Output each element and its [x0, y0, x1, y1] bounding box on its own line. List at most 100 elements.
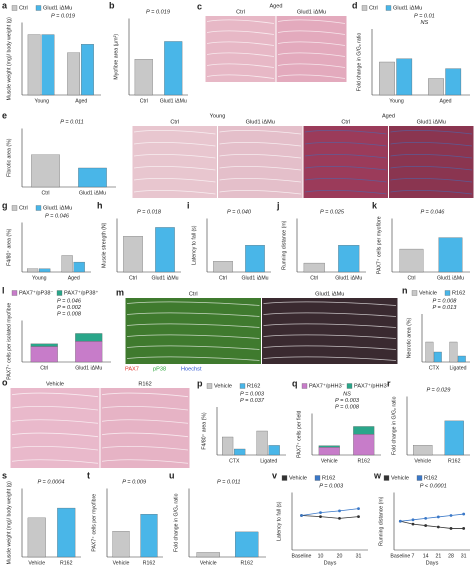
micrograph: [276, 16, 347, 82]
legend-swatch: [361, 5, 368, 11]
bar: [245, 245, 265, 273]
annotation: P < 0.0001: [420, 483, 447, 489]
legend-swatch: [301, 383, 308, 389]
tissue-texture: [133, 166, 216, 171]
bar: [303, 262, 325, 273]
x-tick-label: R162: [358, 458, 371, 464]
tissue-texture: [206, 74, 275, 79]
annotation: P = 0.0004: [37, 479, 64, 485]
tissue-texture: [304, 166, 387, 171]
y-axis-label: Running distance (m): [378, 496, 384, 546]
legend-label: Vehicle: [214, 383, 232, 389]
image-label: R162: [138, 381, 151, 387]
panel-letter: p: [197, 378, 203, 388]
tissue-texture: [101, 459, 189, 464]
bar: [164, 41, 183, 96]
micrograph: [100, 388, 190, 468]
bar: [67, 52, 81, 96]
tissue-texture: [126, 356, 260, 361]
legend-label: PAX7⁺/pHH3⁻: [309, 382, 345, 389]
tissue-texture: [219, 130, 302, 135]
legend-label: Vehicle: [419, 290, 437, 296]
bar: [428, 78, 444, 96]
y-axis-label: Muscle weight (mg)/ body weight (g): [6, 17, 12, 101]
point: [319, 511, 322, 515]
x-tick-label: Vehicle: [321, 458, 338, 464]
tissue-texture: [390, 190, 473, 195]
micrograph: [218, 126, 303, 198]
panel-letter: u: [169, 470, 175, 480]
tissue-texture: [304, 130, 387, 135]
annotation: P = 0.037: [240, 398, 265, 404]
legend-swatch: [206, 383, 213, 389]
bar: [73, 261, 85, 273]
y-axis-label: PAX7⁺ cells per isolated myofibre: [6, 303, 12, 380]
bar: [235, 531, 259, 558]
legend-swatch: [11, 5, 18, 11]
panel-letter: i: [187, 200, 190, 210]
x-tick-label: Aged: [75, 98, 87, 104]
legend-swatch: [314, 475, 321, 481]
line: [301, 515, 359, 519]
bar: [449, 341, 458, 363]
bar-segment: [353, 434, 375, 456]
x-tick-label: 31: [356, 553, 362, 559]
tissue-texture: [263, 323, 397, 328]
panel-letter: e: [2, 110, 7, 120]
bar: [78, 167, 107, 188]
bar: [457, 355, 466, 363]
bar: [39, 268, 51, 273]
bar: [27, 268, 39, 273]
tissue-texture: [277, 30, 346, 35]
tissue-texture: [206, 30, 275, 35]
x-tick-label: Ctrl: [40, 365, 48, 371]
image-label: Glud1 iΔMu: [246, 119, 275, 125]
y-axis-label: PAX7⁺ cells per field: [296, 410, 302, 457]
y-axis-label: Fold change in G/Gₒ ratio: [391, 396, 397, 455]
tissue-texture: [133, 142, 216, 147]
y-axis-label: Myofibre area (µm²): [113, 34, 119, 80]
bar: [399, 248, 424, 273]
point: [424, 524, 428, 527]
tissue-texture: [277, 63, 346, 68]
micrograph: [389, 126, 474, 198]
image-header: Aged: [269, 3, 282, 9]
x-tick-label: Baseline: [390, 553, 410, 559]
tissue-texture: [219, 178, 302, 183]
x-tick-label: Vehicle: [28, 560, 45, 566]
annotation: P = 0.003: [335, 398, 360, 404]
annotation: P = 0.018: [137, 209, 162, 215]
panel-letter: j: [276, 200, 280, 210]
annotation: P = 0.019: [51, 13, 75, 19]
legend-label: PAX7⁺/pP38⁺: [64, 289, 98, 296]
y-axis-label: PAX7⁺ cells per myofibre: [91, 494, 97, 552]
annotation: P = 0.008: [57, 311, 82, 317]
tissue-texture: [219, 190, 302, 195]
bar-segment: [318, 445, 340, 448]
point: [411, 518, 415, 522]
y-axis-label: Necrotic area (%): [406, 318, 412, 359]
micrograph: [132, 126, 217, 198]
bar: [438, 237, 463, 273]
y-axis-label: Muscle weight (mg)/ body weight (g): [6, 481, 12, 565]
tissue-texture: [101, 392, 189, 398]
image-label: Glud1 iΔMu: [417, 119, 446, 125]
bar: [379, 61, 395, 96]
tissue-texture: [126, 334, 260, 339]
line: [301, 508, 359, 516]
x-tick-label: Ligated: [449, 365, 466, 371]
annotation: P = 0.011: [217, 479, 240, 485]
micrograph: [205, 16, 276, 82]
tissue-texture: [390, 154, 473, 159]
x-tick-label: 10: [318, 553, 324, 559]
x-tick-label: 28: [448, 553, 454, 559]
image-label: Glud1 iΔMu: [297, 9, 326, 15]
line: [400, 513, 464, 522]
annotation: P = 0.046: [420, 209, 445, 215]
legend-swatch: [281, 475, 288, 481]
stain-label: pP38: [153, 366, 166, 372]
bar-segment: [75, 341, 103, 363]
annotation: P = 0.008: [335, 404, 360, 410]
y-axis-label: Latency to fall (s): [276, 501, 282, 541]
x-tick-label: 20: [337, 553, 343, 559]
